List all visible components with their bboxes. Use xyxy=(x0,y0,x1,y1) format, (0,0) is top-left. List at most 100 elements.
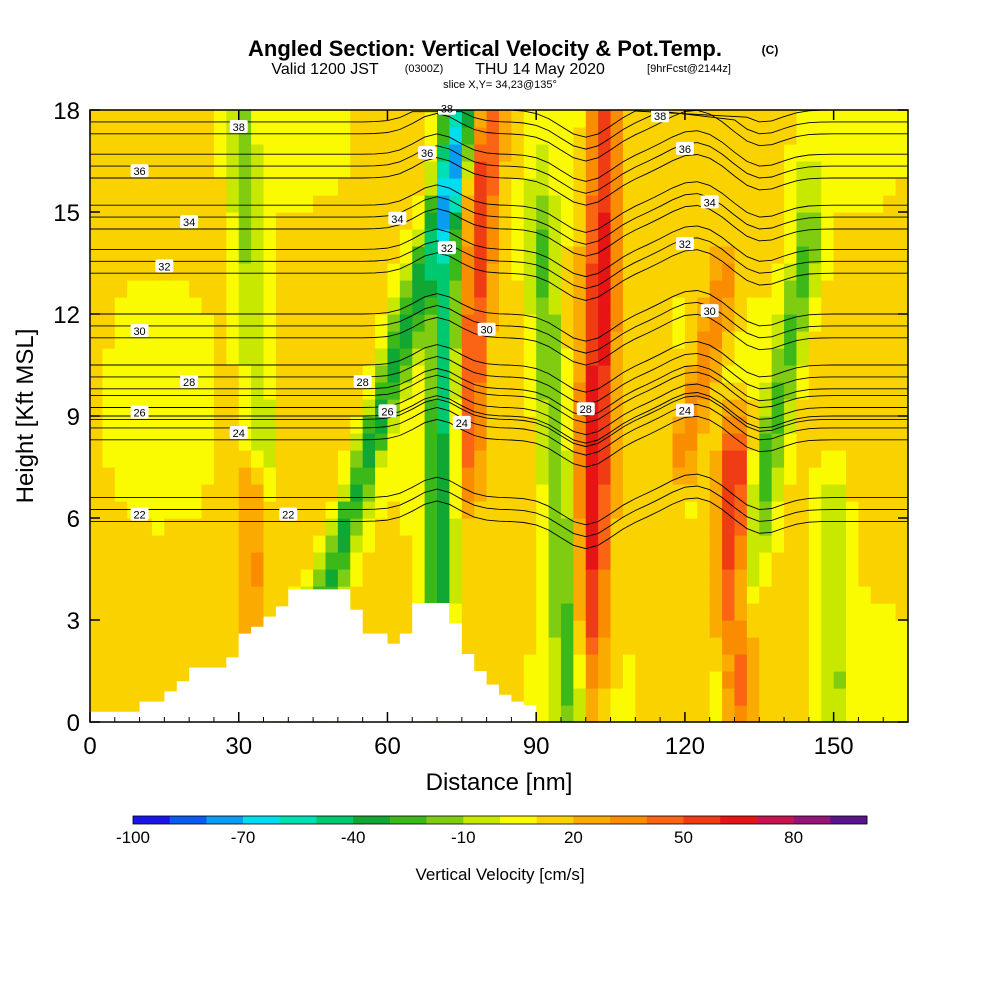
velocity-cell xyxy=(622,637,636,655)
velocity-cell xyxy=(672,552,686,570)
velocity-cell xyxy=(796,484,810,502)
velocity-cell xyxy=(734,569,748,587)
velocity-cell xyxy=(499,348,512,366)
velocity-cell xyxy=(399,620,413,638)
velocity-cell xyxy=(375,416,389,434)
velocity-cell xyxy=(127,552,141,570)
velocity-cell xyxy=(808,671,822,689)
velocity-cell xyxy=(288,331,302,349)
velocity-cell xyxy=(499,518,512,536)
velocity-cell xyxy=(796,620,810,638)
y-tick-label: 6 xyxy=(67,506,80,533)
velocity-cell xyxy=(213,263,227,281)
svg-text:26: 26 xyxy=(133,408,145,420)
velocity-cell xyxy=(213,620,227,638)
velocity-cell xyxy=(684,620,698,638)
svg-text:30: 30 xyxy=(133,326,145,338)
velocity-cell xyxy=(746,314,760,332)
velocity-cell xyxy=(412,433,426,451)
velocity-cell xyxy=(672,246,686,264)
velocity-cell xyxy=(511,229,525,247)
velocity-cell xyxy=(213,450,227,468)
velocity-cell xyxy=(734,161,748,179)
velocity-cell xyxy=(412,246,426,264)
velocity-cell xyxy=(226,178,240,196)
velocity-cell xyxy=(672,603,686,621)
velocity-cell xyxy=(746,365,760,383)
velocity-cell xyxy=(238,297,252,315)
velocity-cell xyxy=(808,467,822,485)
velocity-cell xyxy=(771,603,785,621)
velocity-cell xyxy=(598,365,612,383)
velocity-cell xyxy=(387,518,401,536)
velocity-cell xyxy=(622,569,636,587)
isentrope-label: 28 xyxy=(576,402,595,416)
velocity-cell xyxy=(523,280,537,298)
velocity-cell xyxy=(325,484,339,502)
velocity-cell xyxy=(622,229,636,247)
velocity-cell xyxy=(424,535,438,553)
velocity-cell xyxy=(734,127,748,145)
velocity-cell xyxy=(139,467,153,485)
velocity-cell xyxy=(684,263,698,281)
velocity-cell xyxy=(164,603,178,621)
velocity-cell xyxy=(375,620,389,638)
velocity-cell xyxy=(784,620,798,638)
svg-text:38: 38 xyxy=(654,111,666,123)
velocity-cell xyxy=(176,161,190,179)
velocity-cell xyxy=(883,161,897,179)
velocity-cell xyxy=(821,671,835,689)
velocity-cell xyxy=(486,144,500,162)
svg-text:26: 26 xyxy=(381,406,393,418)
velocity-cell xyxy=(511,212,525,230)
velocity-cell xyxy=(746,127,760,145)
velocity-cell xyxy=(313,178,327,196)
velocity-cell xyxy=(127,195,141,213)
velocity-cell xyxy=(176,297,190,315)
velocity-cell xyxy=(734,518,748,536)
velocity-cell xyxy=(722,705,736,723)
velocity-cell xyxy=(734,467,748,485)
velocity-cell xyxy=(585,501,599,519)
velocity-cell xyxy=(709,586,723,604)
velocity-cell xyxy=(412,552,426,570)
velocity-cell xyxy=(350,195,364,213)
velocity-cell xyxy=(635,450,649,468)
velocity-cell xyxy=(647,535,661,553)
velocity-cell xyxy=(610,484,624,502)
velocity-cell xyxy=(325,331,339,349)
velocity-cell xyxy=(313,433,327,451)
velocity-cell xyxy=(746,586,760,604)
velocity-cell xyxy=(164,178,178,196)
velocity-cell xyxy=(275,178,289,196)
velocity-cell xyxy=(275,144,289,162)
velocity-cell xyxy=(808,535,822,553)
velocity-cell xyxy=(412,280,426,298)
velocity-cell xyxy=(213,161,227,179)
velocity-cell xyxy=(846,229,860,247)
velocity-cell xyxy=(895,637,909,655)
velocity-cell xyxy=(499,535,512,553)
velocity-cell xyxy=(461,603,475,621)
velocity-cell xyxy=(684,314,698,332)
velocity-cell xyxy=(201,382,215,400)
velocity-cell xyxy=(226,348,240,366)
velocity-cell xyxy=(424,314,438,332)
isentrope-label: 28 xyxy=(353,374,372,389)
velocity-cell xyxy=(796,280,810,298)
velocity-cell xyxy=(189,569,203,587)
velocity-cell xyxy=(102,450,116,468)
velocity-cell xyxy=(635,671,649,689)
velocity-cell xyxy=(895,246,909,264)
velocity-cell xyxy=(808,314,822,332)
valid-date: THU 14 May 2020 xyxy=(475,61,605,78)
velocity-cell xyxy=(647,416,661,434)
velocity-cell xyxy=(709,348,723,366)
velocity-cell xyxy=(697,178,711,196)
velocity-cell xyxy=(672,705,686,723)
velocity-cell xyxy=(771,467,785,485)
velocity-cell xyxy=(424,501,438,519)
isentrope-label: 36 xyxy=(418,145,437,160)
velocity-cell xyxy=(151,314,165,332)
velocity-cell xyxy=(350,212,364,230)
